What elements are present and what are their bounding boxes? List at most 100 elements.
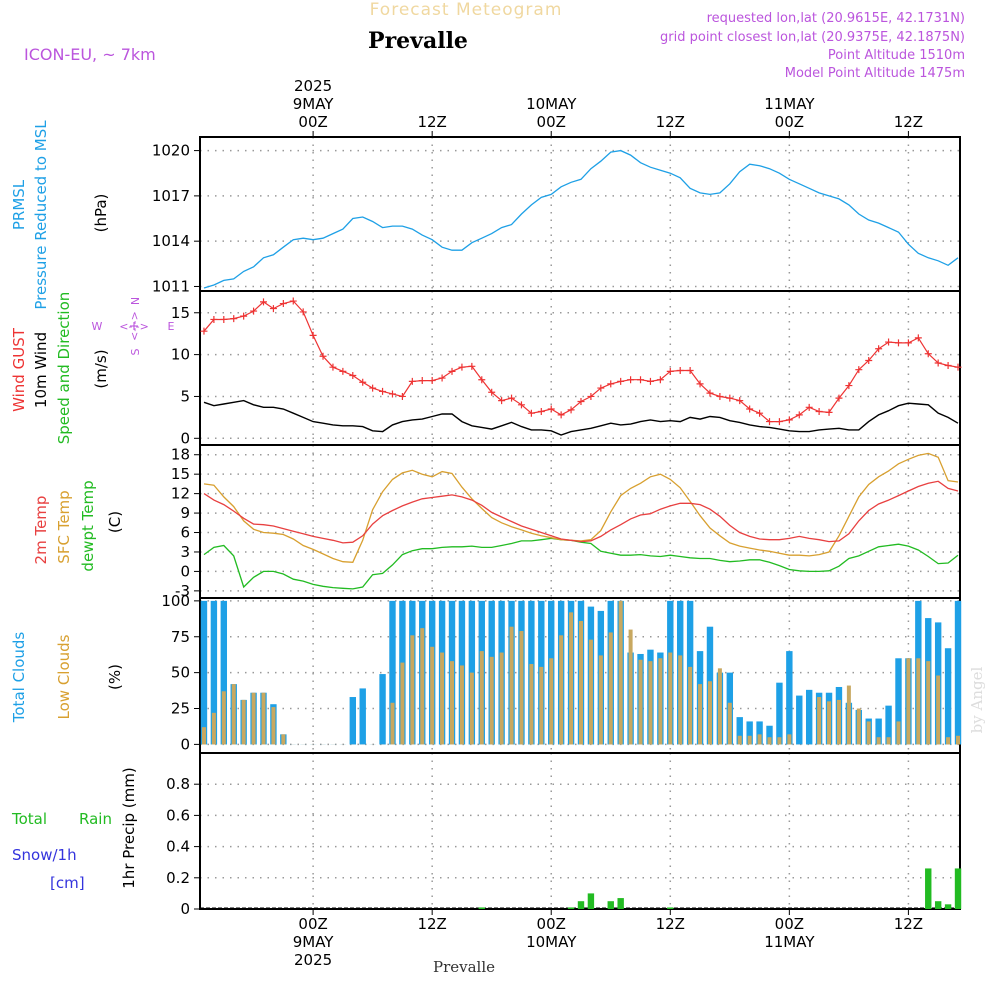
low-cloud-bar [578,620,583,745]
low-cloud-bar [886,737,891,745]
y-tick-label: 18 [171,446,190,464]
gust-point [428,377,436,385]
y-tick-label: 1020 [152,142,190,160]
wind-unit: (m/s) [92,349,110,388]
gust-point [259,298,267,306]
top-time-label: 10MAY [526,95,577,113]
gust-point [537,408,545,416]
gust-point [517,401,525,409]
low-cloud-bar [509,626,514,745]
top-time-label: 2025 [294,77,332,95]
gust-point [349,372,357,380]
y-tick-label: 15 [171,304,190,322]
y-tick-label: 0.6 [166,806,190,824]
y-tick-label: 50 [171,664,190,682]
gust-point [934,359,942,367]
low-cloud-bar [707,681,712,745]
y-tick-label: 1017 [152,187,190,205]
banner-title: Forecast Meteogram [370,0,563,20]
bottom-time-label: 12Z [656,915,685,933]
panel-4: 0 0.2 0.4 0.6 0.8 [166,752,961,918]
low-cloud-bar [727,702,732,745]
model-label: ICON-EU, ~ 7km [24,45,156,64]
gust-label: Wind GUST [10,327,28,412]
total-cloud-bar [210,600,218,745]
low-cloud-bar [529,664,534,745]
total-cloud-bar [805,689,813,745]
tsfc-line [203,452,959,563]
total-cloud-label: Total Clouds [10,632,28,724]
gust-point [388,390,396,398]
gust-point [289,297,297,305]
low-cloud-bar [926,661,931,745]
y-tick-label: 12 [171,485,190,503]
gust-point [329,363,337,371]
low-cloud-bar [588,639,593,745]
bottom-time-label: 12Z [417,915,446,933]
gust-point [944,361,952,369]
gust-point [696,380,704,388]
total-cloud-bar [786,651,793,745]
low-cloud-bar [638,659,643,745]
model-point-altitude: Model Point Altitude 1475m [785,66,965,81]
gust-point [448,367,456,375]
low-cloud-bar [271,707,276,745]
low-cloud-bar [668,652,673,745]
gust-point [200,327,208,335]
bottom-time-label: 10MAY [526,933,577,951]
total-cloud-bar [796,695,803,745]
wind10m-label: 10m Wind [32,332,50,408]
gust-point [686,367,694,375]
low-cloud-bar [956,735,961,745]
low-cloud-bar [459,665,464,745]
gust-point [656,376,664,384]
gust-point [924,350,932,358]
y-tick-label: 25 [171,700,190,718]
rain-bar [577,901,585,909]
y-tick-label: 0 [180,562,190,580]
gust-point [875,345,883,353]
total-cloud-bar [349,697,356,745]
panel-0: 1011 1014 1017 1020 [152,136,961,295]
pressure-label-2: Pressure Reduced to MSL [32,120,50,310]
low-cloud-bar [430,646,435,745]
total-cloud-bar [359,688,366,745]
rain-label-rain: Rain [79,810,112,828]
y-tick-label: 0.8 [166,775,190,793]
gust-point [557,411,565,419]
low-cloud-bar [440,652,445,745]
point-altitude: Point Altitude 1510m [828,48,965,63]
low-cloud-bar [251,692,256,745]
low-cloud-bar [400,662,405,745]
gust-point [527,409,535,417]
top-time-label: 11MAY [764,95,815,113]
rain-bar [587,893,595,909]
tsfc-label: SFC Temp [55,490,73,563]
low-cloud-bar [211,712,216,745]
pressure-label-1: PRMSL [10,179,28,230]
low-cloud-bar [846,685,851,745]
gust-point [309,331,317,339]
total-cloud-bar [200,600,208,745]
low-cloud-bar [866,721,871,745]
y-tick-label: 9 [180,504,190,522]
gust-point [498,397,506,405]
gust-point [646,377,654,385]
t2m-line [203,480,959,544]
low-cloud-bar [648,661,653,745]
top-time-label: 9MAY [293,95,335,113]
gust-point [746,405,754,413]
low-cloud-bar [519,631,524,745]
rain-bar [934,901,942,909]
top-time-label: 12Z [894,113,923,131]
low-cloud-bar [479,651,484,745]
compass-icon: N S W E <-I-> <-I-> [92,297,175,356]
total-cloud-bar [389,600,396,745]
gust-point [726,394,734,402]
gridpoint-coords: grid point closest lon,lat (20.9375E, 42… [660,30,965,45]
rain-bar [667,907,674,909]
pressure-line [203,149,959,289]
y-tick-label: 0 [180,429,190,447]
bottom-time-label: 00Z [298,915,327,933]
